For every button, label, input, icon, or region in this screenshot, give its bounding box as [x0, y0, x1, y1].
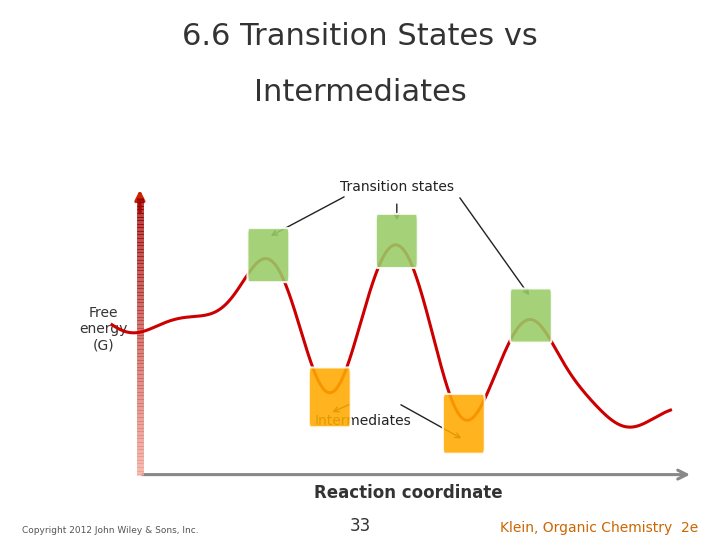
Text: Intermediates: Intermediates: [253, 78, 467, 107]
FancyBboxPatch shape: [510, 288, 552, 342]
Text: 33: 33: [349, 517, 371, 535]
Text: Intermediates: Intermediates: [315, 414, 412, 428]
FancyBboxPatch shape: [376, 214, 418, 268]
FancyBboxPatch shape: [443, 394, 485, 454]
Text: 6.6 Transition States vs: 6.6 Transition States vs: [182, 22, 538, 51]
Text: Klein, Organic Chemistry  2e: Klein, Organic Chemistry 2e: [500, 521, 698, 535]
Text: Transition states: Transition states: [340, 180, 454, 194]
Text: Copyright 2012 John Wiley & Sons, Inc.: Copyright 2012 John Wiley & Sons, Inc.: [22, 525, 198, 535]
Text: Free
energy
(G): Free energy (G): [79, 306, 127, 353]
Text: Reaction coordinate: Reaction coordinate: [314, 484, 503, 502]
FancyBboxPatch shape: [309, 367, 351, 427]
FancyBboxPatch shape: [248, 228, 289, 282]
